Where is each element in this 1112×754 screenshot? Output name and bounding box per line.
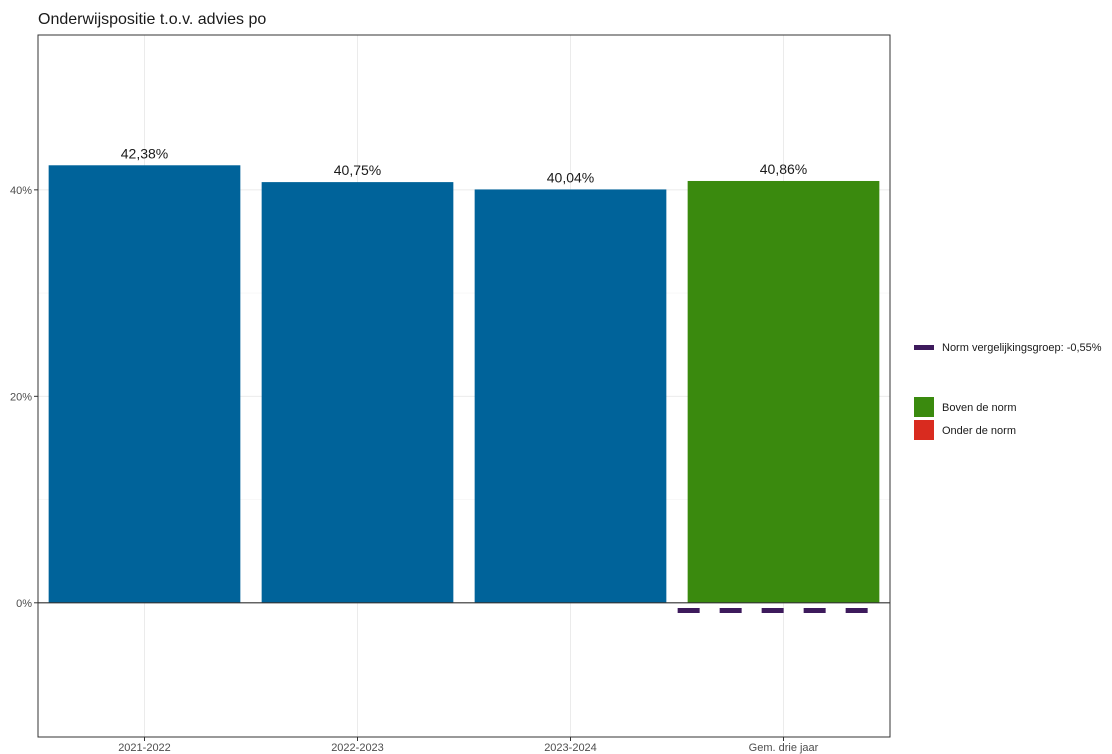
legend-label-boven: Boven de norm (942, 402, 1017, 414)
bars (48, 165, 880, 603)
plot-panel (37, 34, 891, 738)
legend: Norm vergelijkingsgroep: -0,55% Boven de… (914, 342, 1102, 440)
y-tick-label: 0% (16, 598, 32, 610)
data-label: 42,38% (121, 145, 168, 161)
y-tick-label: 40% (10, 185, 32, 197)
legend-swatch-onder (914, 420, 934, 440)
norm-legend-label: Norm vergelijkingsgroep: -0,55% (942, 342, 1102, 354)
data-label: 40,86% (760, 161, 807, 177)
x-tick-label: 2022-2023 (331, 742, 384, 754)
x-tick-label: 2021-2022 (118, 742, 171, 754)
bar (261, 182, 454, 603)
norm-legend-swatch (914, 345, 934, 350)
x-tick-label: 2023-2024 (544, 742, 597, 754)
y-tick-label: 20% (10, 391, 32, 403)
bar (48, 165, 241, 603)
y-axis: 0% 20% 40% (10, 185, 38, 610)
bar (687, 180, 880, 603)
legend-label-onder: Onder de norm (942, 425, 1016, 437)
data-label: 40,75% (334, 162, 381, 178)
bar (474, 189, 667, 603)
data-labels: 42,38% 40,75% 40,04% 40,86% (121, 145, 807, 185)
x-axis: 2021-2022 2022-2023 2023-2024 Gem. drie jaa… (118, 737, 819, 754)
chart-title: Onderwijspositie t.o.v. advies po (38, 11, 266, 28)
data-label: 40,04% (547, 169, 594, 185)
x-tick-label: Gem. drie jaar (749, 742, 819, 754)
legend-swatch-boven (914, 397, 934, 417)
